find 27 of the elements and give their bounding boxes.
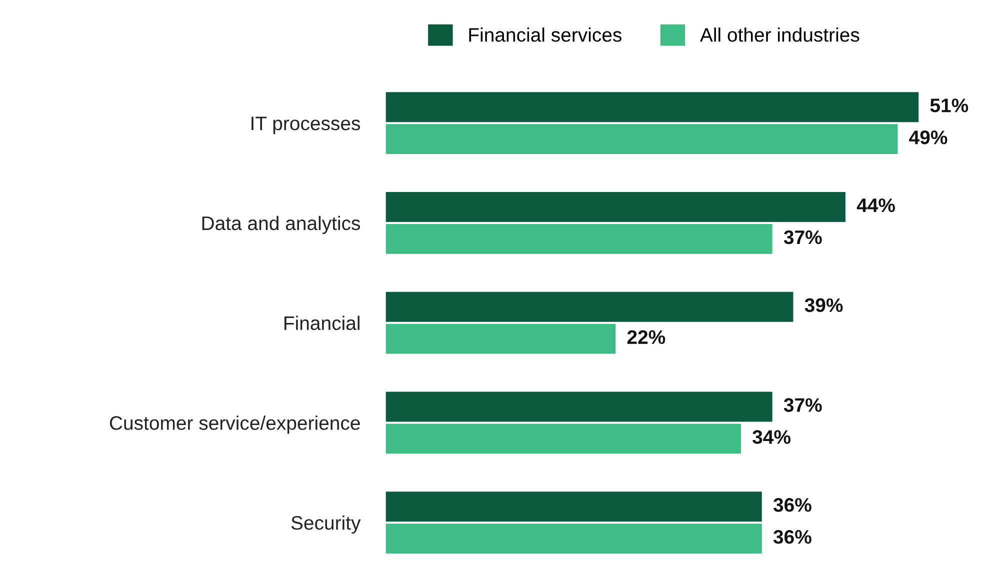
bar — [386, 324, 616, 354]
data-label: 44% — [856, 198, 895, 212]
bar — [386, 524, 762, 554]
bar — [386, 492, 762, 522]
y-tick-label: Financial — [284, 316, 360, 330]
data-label: 39% — [804, 298, 843, 312]
data-label: 36% — [773, 530, 812, 544]
y-tick-label: Customer service/experience — [110, 416, 360, 434]
y-tick-label: Security — [291, 516, 361, 534]
y-tick-label: Data and analytics — [202, 216, 360, 234]
legend-label: Financial services — [469, 28, 622, 42]
data-label: 51% — [930, 98, 968, 112]
bar — [386, 224, 772, 254]
bar — [386, 192, 846, 222]
data-label: 49% — [909, 130, 948, 144]
legend-label: All other industries — [700, 28, 860, 42]
y-tick-label: IT processes — [252, 116, 360, 134]
bar — [386, 292, 794, 322]
data-label: 22% — [627, 330, 666, 344]
data-label: 34% — [752, 430, 790, 444]
bar — [386, 392, 772, 422]
bar — [386, 92, 919, 122]
data-label: 37% — [784, 398, 822, 412]
data-label: 36% — [773, 498, 812, 512]
bar — [386, 424, 741, 454]
bar — [386, 124, 898, 154]
data-label: 37% — [784, 230, 822, 244]
